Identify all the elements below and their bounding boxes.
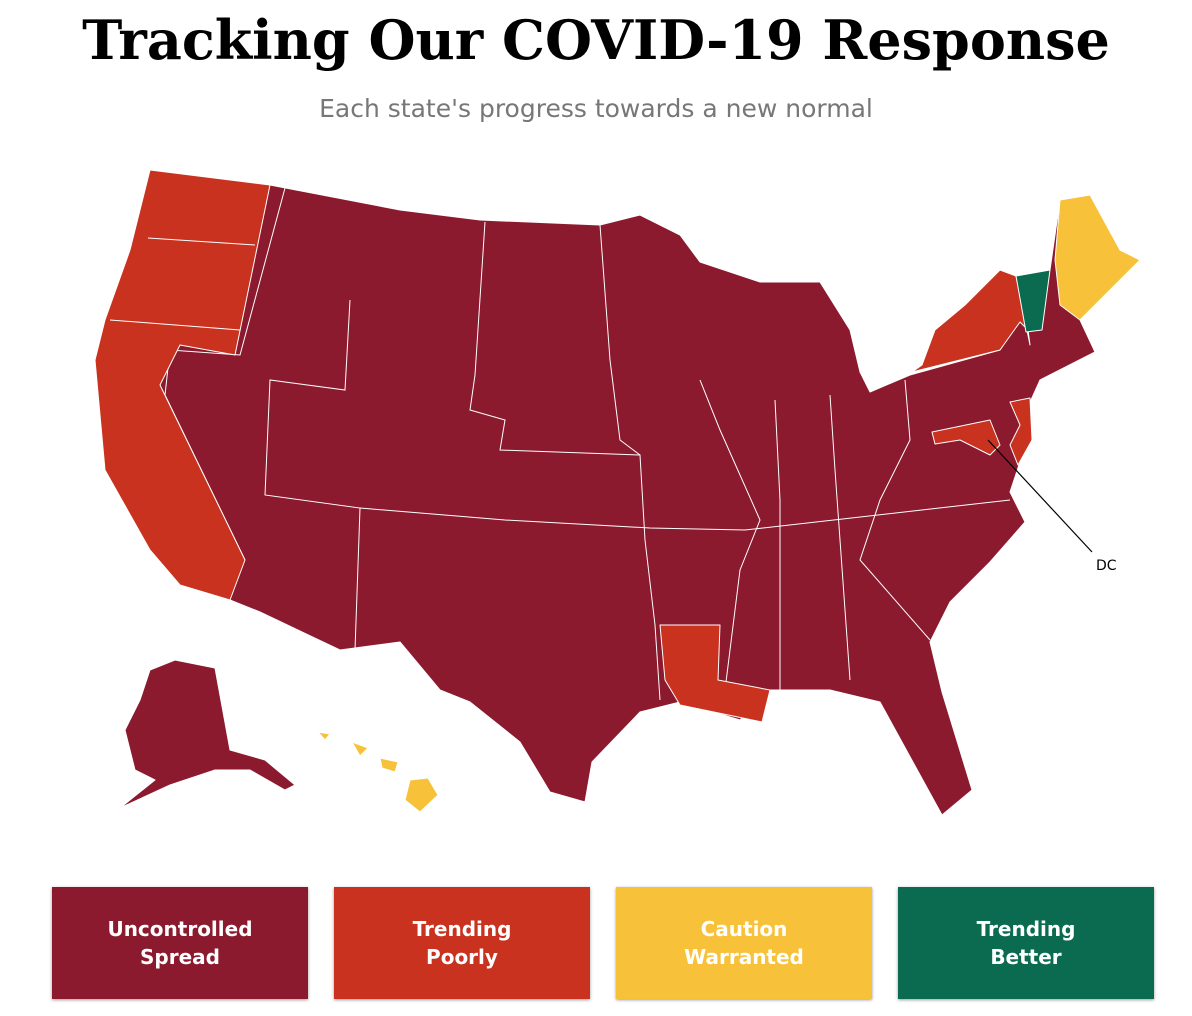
state-region (94, 169, 271, 601)
us-map: DC (94, 169, 1141, 816)
state-border (469, 221, 661, 701)
state-border (859, 379, 931, 641)
state-region (119, 659, 296, 809)
subtitle: Each state's progress towards a new norm… (319, 94, 873, 123)
state-region (1009, 397, 1033, 466)
dc-leader (987, 439, 1093, 553)
state-border (359, 499, 1011, 531)
state-border (264, 299, 361, 651)
state-border (109, 319, 241, 331)
state-region (1015, 269, 1051, 333)
state-border (774, 399, 781, 690)
title: Tracking Our COVID-19 Response (82, 8, 1110, 72)
legend-item: Uncontrolled Spread (52, 887, 308, 999)
state-region (1054, 194, 1141, 321)
state-region (379, 757, 399, 773)
state-region (351, 741, 369, 757)
state-border (699, 379, 761, 691)
state-region (317, 731, 331, 741)
legend-item: Trending Poorly (334, 887, 590, 999)
state-region (94, 169, 1141, 816)
state-region (659, 624, 771, 723)
state-region (404, 777, 439, 813)
state-border (829, 394, 851, 681)
state-border (147, 237, 256, 246)
dc-label: DC (1096, 558, 1117, 574)
state-border (599, 224, 641, 456)
state-region (931, 419, 1001, 456)
legend-item: Caution Warranted (616, 887, 872, 999)
legend: Uncontrolled Spread Trending Poorly Cautio… (52, 887, 1154, 999)
legend-item: Trending Better (898, 887, 1154, 999)
